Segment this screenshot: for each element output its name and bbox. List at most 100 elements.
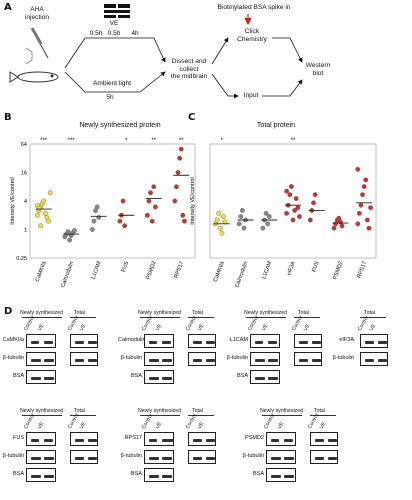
newly-synthesized-header: Newly synthesized bbox=[244, 310, 287, 316]
blot-band bbox=[365, 341, 374, 344]
data-point bbox=[368, 205, 373, 211]
blot-image bbox=[26, 450, 56, 464]
blot-band bbox=[284, 475, 294, 478]
blot-band bbox=[315, 439, 324, 442]
total-header: Total bbox=[74, 408, 85, 414]
header-rule bbox=[188, 317, 214, 318]
data-point bbox=[151, 184, 157, 190]
blot-band bbox=[268, 341, 277, 344]
category-label: FUS bbox=[121, 260, 131, 273]
blot-band bbox=[88, 341, 97, 344]
control-column-label: Control bbox=[184, 413, 199, 430]
control-column-label: Control bbox=[184, 315, 199, 332]
ve-column-label: VE bbox=[78, 421, 88, 430]
data-point bbox=[172, 198, 178, 204]
western-blots: Newly synthesized Control VE Total Control VE… bbox=[0, 310, 412, 500]
data-point bbox=[364, 217, 370, 223]
data-point bbox=[180, 212, 186, 218]
ve-column-label: VE bbox=[318, 421, 328, 430]
control-column-label: Control bbox=[306, 413, 321, 430]
data-point bbox=[175, 170, 181, 175]
header-rule bbox=[294, 317, 320, 318]
blot-band bbox=[271, 439, 279, 442]
ve-column-label: VE bbox=[154, 421, 164, 430]
blot-band bbox=[206, 359, 215, 362]
blot-band bbox=[162, 359, 172, 362]
blot-band bbox=[255, 341, 263, 344]
data-point bbox=[91, 218, 97, 224]
category-label: L1CAM bbox=[261, 260, 273, 280]
row-label: β-tubulin bbox=[120, 355, 142, 361]
blot-image bbox=[70, 432, 98, 446]
ambient-time: 5h bbox=[106, 94, 114, 101]
blot-band bbox=[271, 457, 281, 460]
newly-synthesized-header: Newly synthesized bbox=[260, 408, 303, 414]
workflow-diagram bbox=[64, 14, 303, 99]
category-label: CaMKIIa bbox=[35, 260, 48, 283]
blot-image bbox=[70, 352, 98, 366]
ve-stimulus-icon bbox=[104, 4, 130, 18]
data-point bbox=[311, 200, 316, 206]
ve-column-label: VE bbox=[368, 323, 378, 332]
row-label: BSA bbox=[12, 471, 24, 477]
data-point bbox=[36, 205, 42, 211]
blot-image bbox=[360, 334, 388, 348]
blot-image bbox=[188, 334, 216, 348]
blot-band bbox=[31, 377, 41, 380]
blot-band bbox=[75, 341, 84, 344]
header-rule bbox=[22, 317, 62, 318]
blot-image bbox=[26, 468, 56, 482]
data-point bbox=[120, 198, 126, 204]
category-label: L1CAM bbox=[91, 260, 103, 280]
click-chemistry-step: Click Chemistry bbox=[237, 28, 267, 43]
blot-band bbox=[328, 439, 337, 442]
time-0-5h-a: 0.5h bbox=[89, 30, 103, 37]
data-point bbox=[236, 221, 242, 227]
category-label: RPS17 bbox=[174, 261, 186, 279]
data-point bbox=[152, 204, 158, 210]
category-label: Calmodulin bbox=[60, 261, 75, 289]
data-point bbox=[361, 184, 367, 189]
total-header: Total bbox=[74, 310, 85, 316]
blot-image bbox=[26, 352, 56, 366]
blot-group-fus: Newly synthesized Control VE Total Control VE… bbox=[0, 408, 110, 498]
row-label: β-tubulin bbox=[226, 355, 248, 361]
header-rule bbox=[310, 415, 336, 416]
blot-band bbox=[162, 377, 172, 380]
data-point bbox=[355, 221, 361, 227]
blot-image bbox=[294, 334, 322, 348]
ambient-light-label: Ambient light bbox=[92, 80, 132, 87]
blot-image bbox=[266, 450, 296, 464]
row-label: eIF3A bbox=[339, 337, 354, 343]
header-rule bbox=[22, 415, 62, 416]
data-point bbox=[290, 217, 296, 223]
blot-band bbox=[75, 457, 84, 460]
fish-icon bbox=[9, 27, 59, 83]
ve-column-label: VE bbox=[78, 323, 88, 332]
blot-band bbox=[149, 439, 157, 442]
row-label: β-tubulin bbox=[242, 453, 264, 459]
data-point bbox=[287, 192, 293, 198]
newly-synthesized-header: Newly synthesized bbox=[138, 310, 181, 316]
category-label: PSMD2 bbox=[146, 261, 158, 281]
category-label: RPS17 bbox=[356, 261, 368, 279]
ve-column-label: VE bbox=[276, 421, 286, 430]
data-point bbox=[216, 210, 222, 216]
blot-band bbox=[31, 439, 39, 442]
input-step: Input bbox=[243, 92, 259, 99]
blot-band bbox=[268, 377, 278, 380]
blot-image bbox=[144, 334, 174, 348]
row-label: L1CAM bbox=[229, 337, 248, 343]
blot-image bbox=[144, 352, 174, 366]
ve-column-label: VE bbox=[154, 323, 164, 332]
blot-image bbox=[144, 370, 174, 384]
blot-band bbox=[88, 439, 97, 442]
data-point bbox=[358, 202, 364, 208]
data-point bbox=[117, 218, 123, 224]
row-label: PSMD2 bbox=[245, 435, 264, 441]
blot-band bbox=[88, 457, 97, 460]
ve-column-label: VE bbox=[260, 323, 270, 332]
category-label: PSMD2 bbox=[332, 261, 344, 281]
blot-band bbox=[299, 359, 308, 362]
row-label: β-tubulin bbox=[2, 453, 24, 459]
